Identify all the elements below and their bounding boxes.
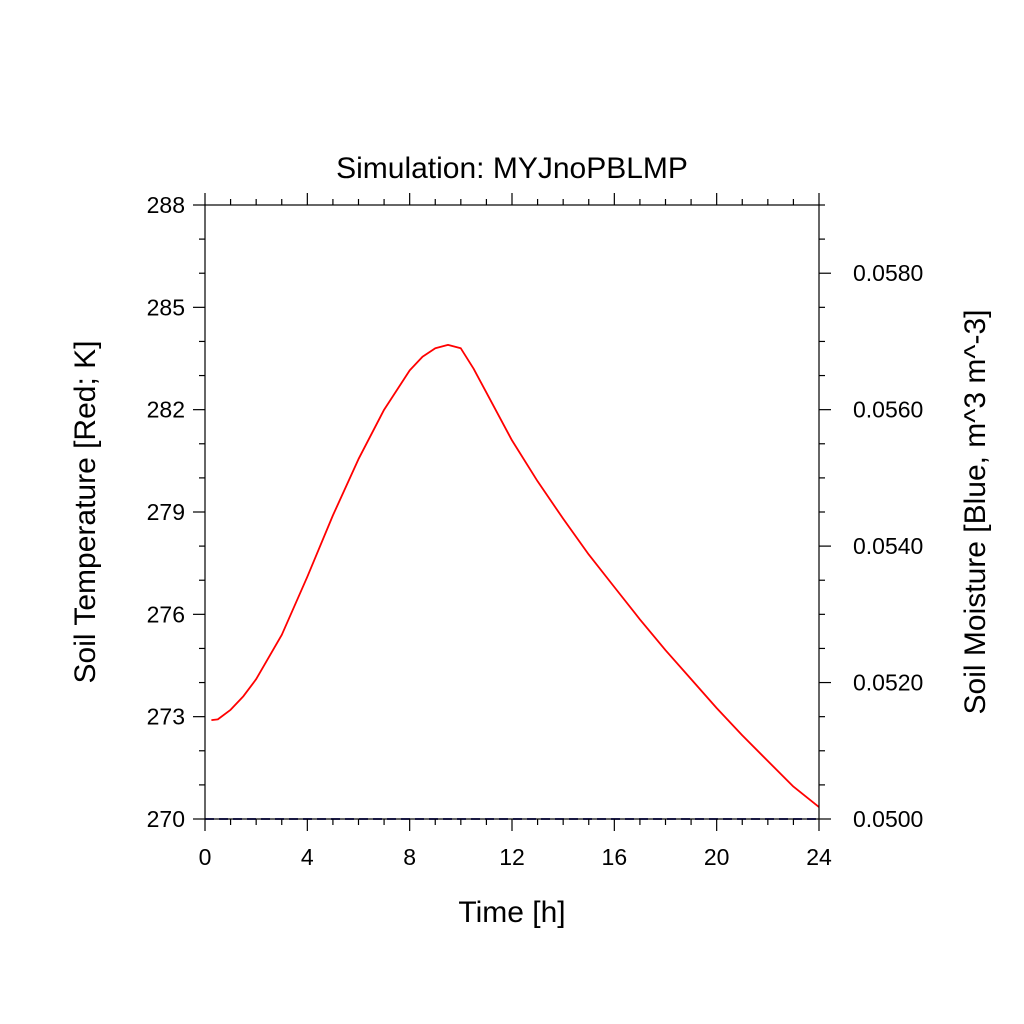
x-tick-label: 24 [806,844,832,870]
y-left-tick-label: 285 [147,294,185,320]
y-right-tick-label: 0.0520 [853,670,923,696]
soil-temperature-line [211,343,820,808]
tick-labels-layer: 0 4 8 12 16 20 24 270 273 276 279 282 285 288 0.0500 0.… [147,192,924,870]
y-right-tick-label: 0.0580 [853,260,923,286]
plot-frame [204,204,820,820]
y-axis-right-title: Soil Moisture [Blue, m^3 m^-3] [959,310,992,715]
y-left-tick-label: 270 [147,806,185,832]
y-left-tick-label: 276 [147,601,185,627]
x-tick-label: 12 [499,844,525,870]
y-right-tick-label: 0.0540 [853,533,923,559]
ticks-layer [193,193,831,831]
y-left-tick-label: 282 [147,397,185,423]
x-tick-label: 20 [704,844,730,870]
x-tick-label: 4 [301,844,314,870]
y-left-tick-label: 273 [147,704,185,730]
y-left-tick-label: 288 [147,192,185,218]
x-axis-title: Time [h] [458,896,565,929]
x-tick-label: 8 [403,844,416,870]
x-tick-label: 16 [602,844,628,870]
series-layer [205,343,820,820]
y-right-tick-label: 0.0500 [853,806,923,832]
y-axis-left-title: Soil Temperature [Red; K] [69,341,102,684]
y-left-tick-label: 279 [147,499,185,525]
y-right-tick-label: 0.0560 [853,397,923,423]
chart-title: Simulation: MYJnoPBLMP [336,152,688,185]
x-tick-label: 0 [199,844,212,870]
